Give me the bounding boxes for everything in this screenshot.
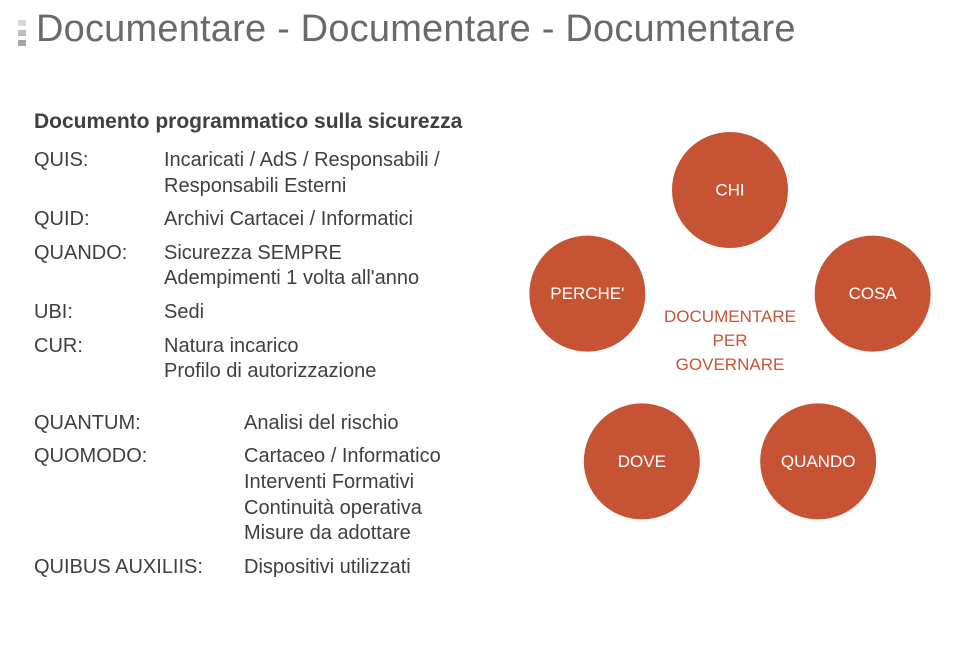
definition-key: QUID:	[34, 207, 164, 241]
diagram-petal-label: COSA	[849, 284, 898, 303]
definition-row: QUANDO:Sicurezza SEMPREAdempimenti 1 vol…	[34, 241, 504, 300]
definition-value: Incaricati / AdS / Responsabili / Respon…	[164, 148, 504, 207]
definition-row: QUIS:Incaricati / AdS / Responsabili / R…	[34, 148, 504, 207]
definition-key: CUR:	[34, 334, 164, 393]
definition-row: QUANTUM:Analisi del rischio	[34, 411, 441, 445]
five-w-diagram: CHI COSA QUANDO DOVE PERCHE' DOCUMENTARE PER GO…	[530, 140, 930, 540]
diagram-petal-label: CHI	[715, 180, 744, 199]
definition-row: QUIBUS AUXILIIS:Dispositivi utilizzati	[34, 555, 441, 589]
definition-value: Dispositivi utilizzati	[244, 555, 441, 589]
slide-title: Documentare - Documentare - Documentare	[36, 8, 796, 51]
definition-key: QUANDO:	[34, 241, 164, 300]
definition-key: QUIS:	[34, 148, 164, 207]
definition-value: Cartaceo / InformaticoInterventi Formati…	[244, 444, 441, 554]
definition-row: UBI:Sedi	[34, 300, 504, 334]
slide-title-wrap: Documentare - Documentare - Documentare	[18, 8, 796, 51]
diagram-petal-label: QUANDO	[781, 452, 856, 471]
definition-value: Analisi del rischio	[244, 411, 441, 445]
definition-list-bottom: QUANTUM:Analisi del rischioQUOMODO:Carta…	[34, 411, 441, 589]
definition-key: QUOMODO:	[34, 444, 244, 554]
left-column: Documento programmatico sulla sicurezza …	[34, 110, 504, 588]
definition-row: QUID:Archivi Cartacei / Informatici	[34, 207, 504, 241]
definition-value: Archivi Cartacei / Informatici	[164, 207, 504, 241]
diagram-center-text: PER	[713, 331, 748, 350]
definition-value: Sedi	[164, 300, 504, 334]
diagram-center-text: DOCUMENTARE	[664, 307, 796, 326]
definition-key: UBI:	[34, 300, 164, 334]
diagram-petal-label: DOVE	[618, 452, 666, 471]
definition-key: QUANTUM:	[34, 411, 244, 445]
subtitle: Documento programmatico sulla sicurezza	[34, 110, 504, 134]
definition-value: Natura incaricoProfilo di autorizzazione	[164, 334, 504, 393]
definition-row: CUR:Natura incaricoProfilo di autorizzaz…	[34, 334, 504, 393]
title-ornament-icon	[18, 14, 26, 46]
diagram-petal-label: PERCHE'	[550, 284, 624, 303]
diagram-center-text: GOVERNARE	[676, 355, 785, 374]
definition-row: QUOMODO:Cartaceo / InformaticoInterventi…	[34, 444, 441, 554]
definition-value: Sicurezza SEMPREAdempimenti 1 volta all'…	[164, 241, 504, 300]
definition-key: QUIBUS AUXILIIS:	[34, 555, 244, 589]
definition-list-top: QUIS:Incaricati / AdS / Responsabili / R…	[34, 148, 504, 393]
